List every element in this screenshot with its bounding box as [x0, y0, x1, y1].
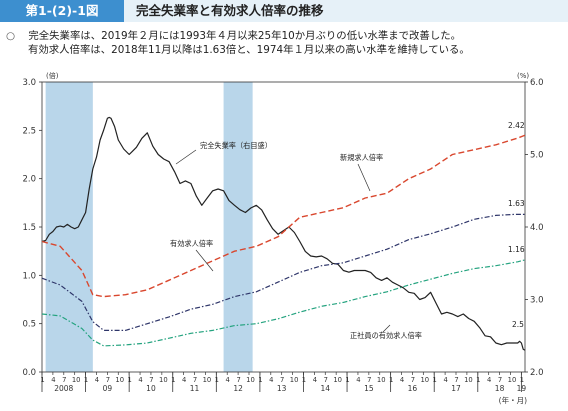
figure-header: 第1-(2)-1図 完全失業率と有効求人倍率の推移 [0, 0, 568, 22]
x-axis-month-label-132: 1 [520, 376, 524, 384]
x-axis-month-label-0: 1 [40, 376, 44, 384]
left-axis-label-0: 0.0 [22, 368, 36, 378]
x-axis-month-label-39: 4 [182, 376, 186, 384]
right-axis-label-1: 3.0 [530, 296, 544, 306]
x-axis-month-label-123: 4 [487, 376, 491, 384]
right-axis-label-2: 4.0 [530, 223, 544, 233]
right-axis-label-3: 5.0 [530, 151, 544, 161]
x-axis-year-label-3: 11 [190, 384, 200, 393]
right-axis-label-0: 2.0 [530, 368, 544, 378]
x-axis-month-label-21: 10 [115, 376, 124, 384]
annotation-pointer-0 [175, 149, 197, 165]
x-axis-month-label-120: 1 [476, 376, 480, 384]
right-axis-unit: (%) [517, 72, 529, 80]
x-axis-month-label-63: 4 [269, 376, 273, 384]
summary-line-1: ○ 完全失業率は、2019年２月には1993年４月以来25年10か月ぶりの低い水… [6, 29, 566, 43]
end-value-label-3: 2.5 [512, 320, 524, 329]
x-axis-month-label-102: 7 [411, 376, 415, 384]
x-axis-month-label-126: 7 [498, 376, 502, 384]
figure-number-badge: 第1-(2)-1図 [0, 0, 124, 22]
x-axis-month-label-81: 10 [333, 376, 342, 384]
x-axis-month-label-84: 1 [345, 376, 349, 384]
x-axis-month-label-24: 1 [127, 376, 131, 384]
summary-sentence-1: 完全失業率は、2019年２月には1993年４月以来25年10か月ぶりの低い水準ま… [28, 30, 461, 42]
x-axis-month-label-54: 7 [236, 376, 240, 384]
left-axis-unit: (倍) [46, 71, 59, 80]
x-axis-month-label-114: 7 [454, 376, 458, 384]
x-axis-month-label-15: 4 [95, 376, 99, 384]
x-axis-month-label-69: 10 [290, 376, 299, 384]
annotation-label-2: 有効求人倍率 [170, 239, 213, 248]
series-line-2 [41, 213, 525, 331]
x-axis-month-label-57: 10 [246, 376, 255, 384]
x-axis-month-label-117: 10 [464, 376, 473, 384]
left-axis-label-2: 1.0 [22, 271, 36, 281]
x-axis-month-label-129: 10 [508, 376, 517, 384]
annotation-label-1: 新規求人倍率 [340, 153, 383, 162]
x-axis-month-label-36: 1 [171, 376, 175, 384]
bullet-mark: ○ [6, 30, 16, 42]
x-axis-month-label-45: 10 [203, 376, 212, 384]
x-axis-month-label-66: 7 [280, 376, 284, 384]
x-axis-month-label-60: 1 [258, 376, 262, 384]
left-axis-label-5: 2.5 [22, 126, 36, 136]
annotation-label-0: 完全失業率（右目盛） [200, 141, 272, 150]
x-axis-unit: (年・月) [499, 395, 527, 405]
x-axis-month-label-33: 10 [159, 376, 168, 384]
x-axis-month-label-72: 1 [302, 376, 306, 384]
x-axis-month-label-3: 4 [51, 376, 55, 384]
left-axis-label-4: 2.0 [22, 175, 36, 185]
x-axis-month-label-96: 1 [389, 376, 393, 384]
recession-band-0 [45, 82, 93, 372]
series-line-1 [41, 134, 526, 298]
end-value-label-2: 1.16 [508, 245, 525, 254]
series-line-0 [41, 116, 526, 351]
x-axis-month-label-9: 10 [72, 376, 81, 384]
end-value-label-0: 2.42 [508, 121, 525, 130]
x-axis-year-label-4: 12 [233, 384, 243, 393]
x-axis-month-label-105: 10 [420, 376, 429, 384]
x-axis-month-label-90: 7 [367, 376, 371, 384]
x-axis-month-label-99: 4 [400, 376, 404, 384]
x-axis-month-label-87: 4 [356, 376, 360, 384]
x-axis-month-label-111: 4 [443, 376, 447, 384]
summary-text: ○ 完全失業率は、2019年２月には1993年４月以来25年10か月ぶりの低い水… [6, 29, 566, 57]
x-axis-year-label-7: 15 [364, 384, 374, 393]
end-value-label-1: 1.63 [508, 199, 525, 208]
summary-line-2: 有効求人倍率は、2018年11月以降は1.63倍と、1974年１月以来の高い水準… [28, 44, 470, 56]
x-axis-month-label-51: 4 [226, 376, 230, 384]
x-axis-year-label-2: 10 [146, 384, 156, 393]
x-axis-year-label-0: 2008 [54, 384, 73, 393]
recession-band-1 [223, 82, 253, 372]
x-axis-month-label-12: 1 [84, 376, 88, 384]
annotation-pointer-1 [357, 163, 371, 192]
x-axis-month-label-93: 10 [377, 376, 386, 384]
x-axis-month-label-75: 4 [313, 376, 317, 384]
x-axis-year-label-9: 17 [451, 384, 461, 393]
x-axis-month-label-108: 1 [433, 376, 437, 384]
left-axis-label-3: 1.5 [22, 223, 36, 233]
figure-title: 完全失業率と有効求人倍率の推移 [136, 3, 324, 18]
x-axis-year-label-10: 18 [495, 384, 505, 393]
x-axis-month-label-42: 7 [193, 376, 197, 384]
left-axis-label-6: 3.0 [22, 78, 36, 88]
annotation-pointer-3 [382, 324, 391, 333]
x-axis-year-label-6: 14 [320, 384, 330, 393]
x-axis-month-label-6: 7 [62, 376, 66, 384]
x-axis-month-label-48: 1 [215, 376, 219, 384]
series-line-3 [41, 259, 526, 347]
x-axis-year-label-5: 13 [277, 384, 287, 393]
x-axis-month-label-30: 7 [149, 376, 153, 384]
x-axis-year-label-8: 16 [408, 384, 418, 393]
annotation-label-3: 正社員の有効求人倍率 [350, 331, 422, 340]
x-axis-month-label-18: 7 [106, 376, 110, 384]
x-axis-month-label-27: 4 [138, 376, 142, 384]
x-axis-year-label-11: 19 [517, 384, 527, 393]
x-axis-month-label-78: 7 [324, 376, 328, 384]
x-axis-year-label-1: 09 [103, 384, 113, 393]
annotation-pointer-2 [195, 249, 214, 272]
right-axis-label-4: 6.0 [530, 78, 544, 88]
left-axis-label-1: 0.5 [22, 320, 36, 330]
